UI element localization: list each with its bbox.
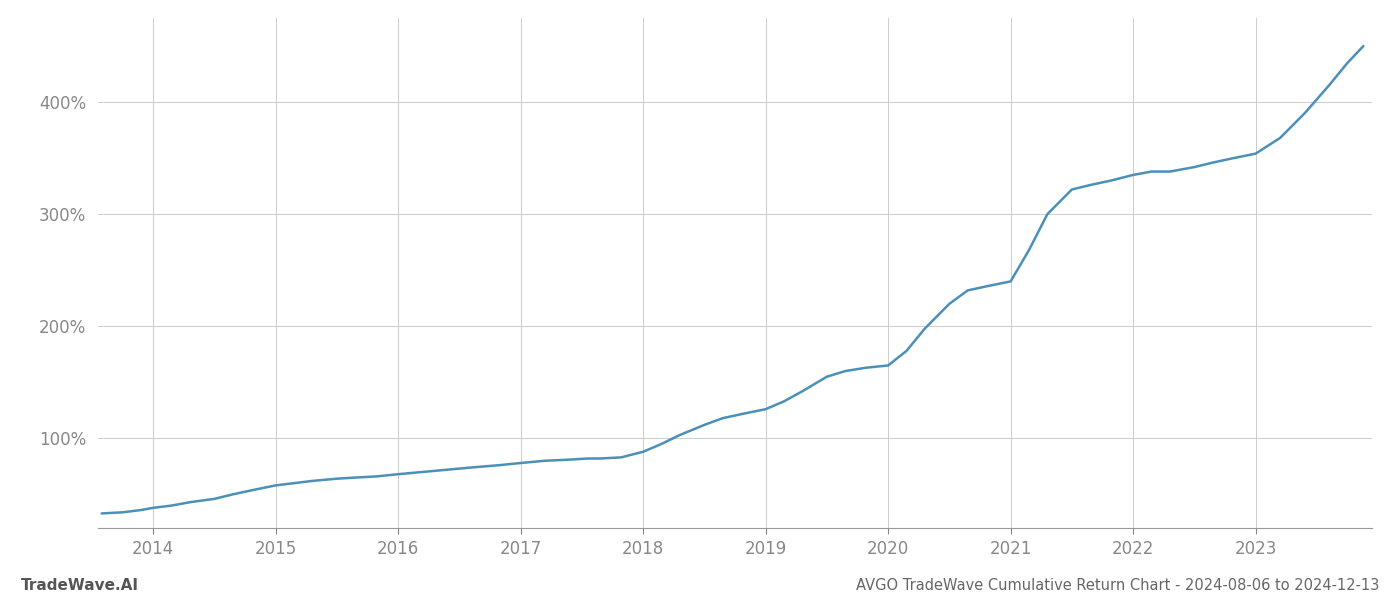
Text: AVGO TradeWave Cumulative Return Chart - 2024-08-06 to 2024-12-13: AVGO TradeWave Cumulative Return Chart -… [855, 578, 1379, 593]
Text: TradeWave.AI: TradeWave.AI [21, 578, 139, 593]
